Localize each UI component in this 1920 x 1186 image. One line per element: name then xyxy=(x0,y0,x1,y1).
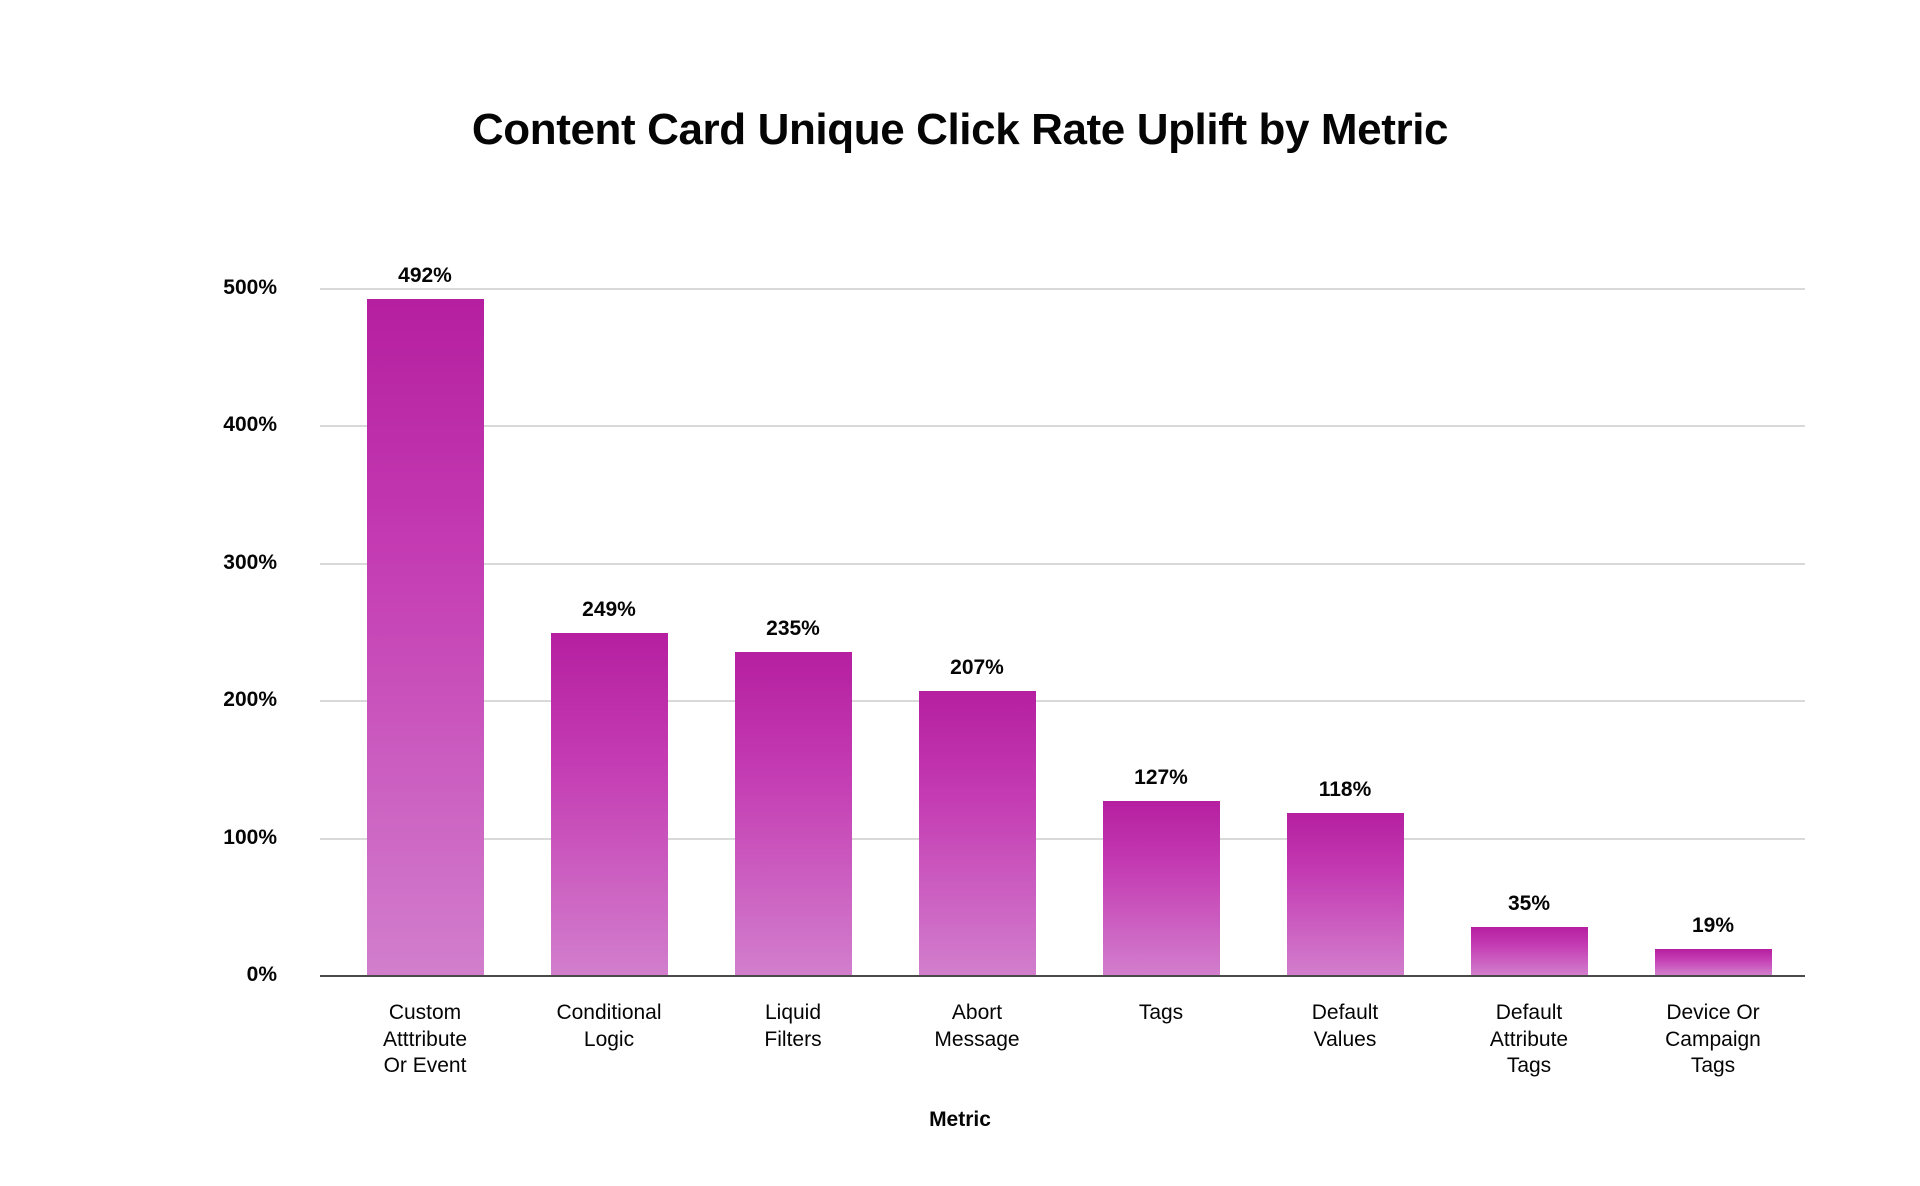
x-axis-category-label-line: Campaign xyxy=(1665,1027,1761,1051)
bar-slot: 127% xyxy=(1069,235,1253,1010)
x-axis-category-label-line: Conditional xyxy=(556,1001,662,1024)
bar-slot: 207% xyxy=(885,235,1069,1010)
gridline xyxy=(320,700,1805,703)
x-axis-category-label-line: Device Or xyxy=(1666,1001,1760,1024)
y-axis-tick-label: 0% xyxy=(246,963,277,986)
x-axis-category-label-line: Default xyxy=(1495,1001,1563,1024)
x-axis-category-label-line: Attribute xyxy=(1489,1027,1569,1051)
x-axis-category-label: Liquid Filters xyxy=(701,1000,885,1053)
x-axis-title: Metric xyxy=(929,1108,991,1131)
x-axis-category-label-line: Abort xyxy=(951,1001,1003,1024)
x-axis-category-label-line: Tags xyxy=(1138,1001,1184,1024)
bar-value-label: 35% xyxy=(1507,891,1551,915)
bar-value-label: 19% xyxy=(1691,913,1735,937)
bar[interactable]: 492% xyxy=(366,264,484,975)
y-axis-tick-label: 100% xyxy=(223,825,277,849)
plot-area: 0% 100% 200% 300% 400% 500% 492% 249% 235% 207% 1… xyxy=(205,264,1805,1010)
x-axis-category-label: Abort Message xyxy=(885,1000,1069,1053)
y-axis-tick-label: 400% xyxy=(223,413,277,437)
bar[interactable]: 118% xyxy=(1286,778,1404,975)
x-axis-category-label: Conditional Logic xyxy=(517,1000,701,1053)
x-axis-category-label: Tags xyxy=(1069,1000,1253,1027)
x-axis-category-label-line: Default xyxy=(1311,1001,1379,1024)
x-axis-category-label-line: Logic xyxy=(583,1027,635,1051)
bar-slot: 35% xyxy=(1437,235,1621,1010)
x-axis-category-label-line: Liquid xyxy=(764,1001,822,1024)
bar-slot: 118% xyxy=(1253,235,1437,1010)
x-axis-category-label: Default Attribute Tags xyxy=(1437,1000,1621,1080)
gridline xyxy=(320,288,1805,290)
bar[interactable]: 249% xyxy=(550,598,668,975)
bar-value-label: 249% xyxy=(582,597,636,621)
bar[interactable]: 19% xyxy=(1654,914,1772,975)
x-axis-category-label-line: Message xyxy=(934,1027,1020,1051)
x-axis-category-label-line: Tags xyxy=(1506,1054,1552,1078)
bar-slot: 235% xyxy=(701,235,885,1010)
gridlines-layer: 0% 100% 200% 300% 400% 500% xyxy=(205,270,1805,1010)
bar-value-label: 235% xyxy=(766,617,820,641)
x-axis-category-label: Device Or Campaign Tags xyxy=(1621,1000,1805,1080)
x-axis-category-label-line: Tags xyxy=(1690,1054,1736,1078)
bar-value-label: 127% xyxy=(1134,765,1188,789)
gridline xyxy=(320,837,1805,840)
y-axis-tick-label: 200% xyxy=(223,688,277,712)
bar[interactable]: 235% xyxy=(734,617,852,975)
x-axis-category-label-line: Filters xyxy=(764,1027,822,1051)
bar-slot: 249% xyxy=(517,235,701,1010)
bar[interactable]: 35% xyxy=(1470,892,1588,975)
x-axis-category-label: Default Values xyxy=(1253,1000,1437,1053)
bar-slot: 19% xyxy=(1621,235,1805,1010)
bar-value-label: 492% xyxy=(398,264,452,287)
bar-value-label: 207% xyxy=(950,655,1004,679)
chart-title: Content Card Unique Click Rate Uplift by… xyxy=(471,105,1449,154)
y-axis-tick-label: 500% xyxy=(223,276,277,299)
x-axis-category-label-line: Values xyxy=(1313,1027,1377,1051)
bar[interactable]: 207% xyxy=(918,656,1036,975)
x-axis-category-label: Custom Atttribute Or Event xyxy=(333,1000,517,1080)
bar[interactable]: 127% xyxy=(1102,766,1220,975)
gridline xyxy=(320,562,1805,565)
bar-slot: 492% xyxy=(333,235,517,1010)
x-axis-category-label-line: Custom xyxy=(388,1001,462,1024)
x-axis-category-label-line: Atttribute xyxy=(382,1027,468,1051)
bars-layer: 492% 249% 235% 207% 127% 118% 35% 19% xyxy=(333,264,1805,1010)
x-axis-line xyxy=(320,975,1805,977)
gridline xyxy=(320,425,1805,428)
bar-value-label: 118% xyxy=(1318,777,1372,801)
y-axis-tick-label: 300% xyxy=(223,550,277,574)
x-axis-category-labels: Custom Atttribute Or Event Conditional Logic… xyxy=(333,1000,1805,1080)
x-axis-category-label-line: Or Event xyxy=(383,1054,467,1078)
